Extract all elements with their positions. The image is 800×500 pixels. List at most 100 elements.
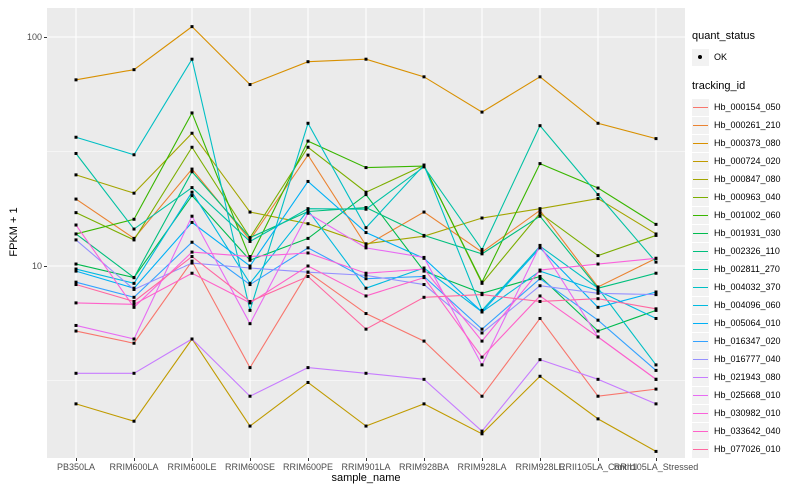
legend-item-Hb_001002_060: Hb_001002_060 xyxy=(692,206,798,224)
legend-tracking-id-title: tracking_id xyxy=(692,80,746,92)
x-tick-mark xyxy=(192,458,193,461)
line-key-icon xyxy=(692,242,709,260)
x-tick-label: RRIM901LA xyxy=(341,462,391,472)
point-marker xyxy=(654,449,658,453)
point-marker xyxy=(538,246,542,250)
point-marker xyxy=(538,211,542,215)
legend-item-Hb_016777_040: Hb_016777_040 xyxy=(692,350,798,368)
legend-tracking-id-items: Hb_000154_050 Hb_000261_210 Hb_000373_080 H… xyxy=(692,98,798,458)
point-marker xyxy=(74,301,78,305)
legend-item-label: Hb_004032_370 xyxy=(714,282,781,292)
point-marker xyxy=(654,233,658,237)
legend-item-Hb_000724_020: Hb_000724_020 xyxy=(692,152,798,170)
point-marker xyxy=(596,254,600,258)
y-tick-label: 100 xyxy=(26,32,42,42)
point-marker xyxy=(74,135,78,139)
point-marker xyxy=(132,302,136,306)
point-marker xyxy=(654,387,658,391)
legend-item-Hb_077026_010: Hb_077026_010 xyxy=(692,440,798,458)
line-key-icon xyxy=(692,116,709,134)
line-key-icon xyxy=(692,314,709,332)
line-key-icon xyxy=(692,386,709,404)
point-marker xyxy=(422,402,426,406)
point-marker xyxy=(74,232,78,236)
line-key-icon xyxy=(692,152,709,170)
point-marker xyxy=(480,280,484,284)
x-tick-label: RRIM600SE xyxy=(224,462,276,472)
point-marker xyxy=(422,269,426,273)
point-marker xyxy=(364,231,368,235)
point-marker xyxy=(132,276,136,280)
legend-item-Hb_004096_060: Hb_004096_060 xyxy=(692,296,798,314)
point-marker xyxy=(74,173,78,177)
point-marker xyxy=(538,207,542,211)
point-marker xyxy=(190,220,194,224)
x-tick-mark xyxy=(134,458,135,461)
point-marker xyxy=(74,238,78,242)
point-marker xyxy=(74,267,78,271)
point-marker xyxy=(306,246,310,250)
point-marker xyxy=(74,323,78,327)
point-marker xyxy=(132,153,136,157)
legend-item-label: Hb_000724_020 xyxy=(714,156,781,166)
line-key-icon xyxy=(692,188,709,206)
legend-item-label: Hb_000963_040 xyxy=(714,192,781,202)
point-marker xyxy=(190,250,194,254)
x-tick-mark xyxy=(76,458,77,461)
point-marker xyxy=(248,424,252,428)
point-marker xyxy=(306,153,310,157)
point-marker xyxy=(480,339,484,343)
point-marker xyxy=(364,242,368,246)
point-marker xyxy=(596,121,600,125)
legend-item-label: Hb_016347_020 xyxy=(714,336,781,346)
point-marker xyxy=(538,274,542,278)
point-marker xyxy=(364,57,368,61)
point-marker xyxy=(596,329,600,333)
point-marker xyxy=(364,273,368,277)
point-marker xyxy=(132,236,136,240)
point-marker xyxy=(364,327,368,331)
point-marker xyxy=(248,266,252,270)
point-marker xyxy=(422,255,426,259)
legend-item-label: Hb_025668_010 xyxy=(714,390,781,400)
point-marker xyxy=(132,281,136,285)
point-marker xyxy=(306,139,310,143)
point-marker xyxy=(480,310,484,314)
legend: quant_status OK tracking_id Hb_000154_05… xyxy=(692,30,798,472)
line-key-icon xyxy=(692,206,709,224)
line-key-icon xyxy=(692,296,709,314)
point-marker xyxy=(422,283,426,287)
point-marker xyxy=(132,191,136,195)
point-marker xyxy=(248,322,252,326)
legend-item-Hb_005064_010: Hb_005064_010 xyxy=(692,314,798,332)
point-marker xyxy=(480,327,484,331)
point-marker xyxy=(248,264,252,268)
point-marker xyxy=(480,110,484,114)
legend-item-label: Hb_000373_080 xyxy=(714,138,781,148)
point-marker xyxy=(422,233,426,237)
point-marker xyxy=(654,293,658,297)
point-marker xyxy=(654,368,658,372)
point-marker xyxy=(190,111,194,115)
point-marker xyxy=(190,337,194,341)
legend-item-label: Hb_000154_050 xyxy=(714,102,781,112)
point-marker xyxy=(248,299,252,303)
point-marker xyxy=(132,299,136,303)
point-marker xyxy=(190,25,194,29)
point-marker xyxy=(306,60,310,64)
point-marker xyxy=(538,277,542,281)
legend-item-Hb_000847_080: Hb_000847_080 xyxy=(692,170,798,188)
point-marker xyxy=(190,57,194,61)
point-marker xyxy=(596,305,600,309)
point-marker xyxy=(538,214,542,218)
legend-item-Hb_002811_270: Hb_002811_270 xyxy=(692,260,798,278)
y-tick-mark xyxy=(44,266,47,267)
point-marker xyxy=(422,163,426,167)
x-tick-label: RRIM928LA xyxy=(457,462,507,472)
point-marker xyxy=(306,380,310,384)
point-marker xyxy=(538,243,542,247)
point-marker xyxy=(538,294,542,298)
point-marker xyxy=(480,248,484,252)
point-marker xyxy=(654,260,658,264)
point-marker xyxy=(190,271,194,275)
